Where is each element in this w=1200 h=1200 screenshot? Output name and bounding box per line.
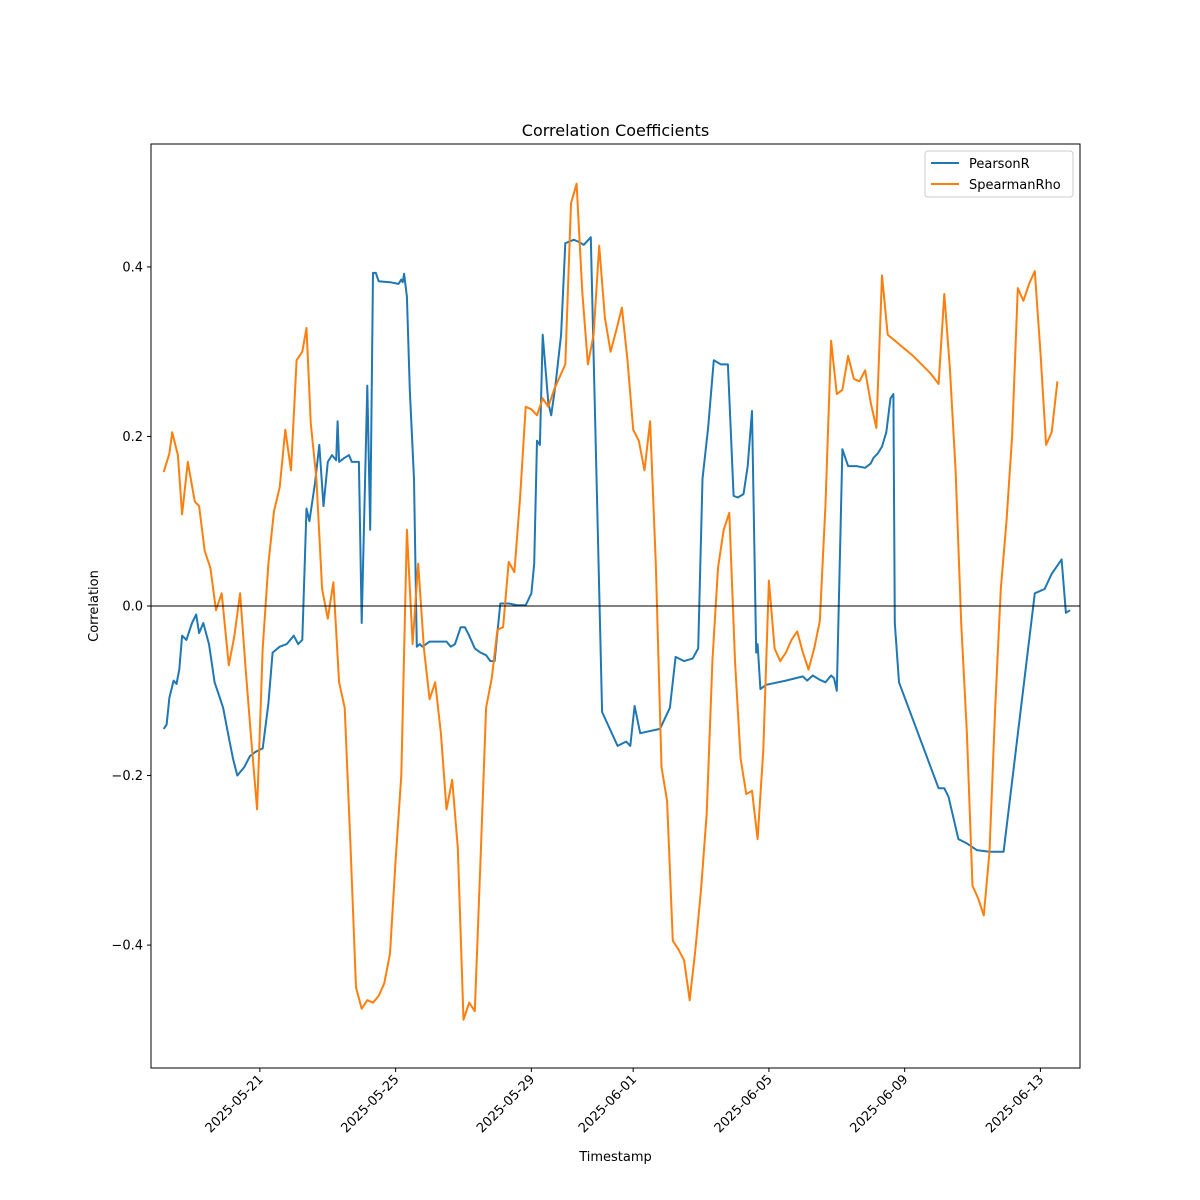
legend: PearsonR SpearmanRho	[924, 150, 1074, 198]
legend-label-pearsonr: PearsonR	[969, 157, 1030, 172]
y-tick-label: 0.4	[122, 260, 143, 275]
series-layer	[162, 182, 1071, 1021]
x-axis-label: Timestamp	[578, 1150, 652, 1165]
series-line-spearmanrho	[162, 182, 1059, 1021]
series-line-pearsonr	[162, 236, 1071, 853]
y-tick-label: 0.2	[122, 430, 143, 445]
y-axis: −0.4 −0.2 0.0 0.2 0.4	[111, 260, 151, 954]
legend-box	[924, 150, 1074, 198]
y-tick-label: −0.2	[111, 769, 143, 784]
chart-title: Correlation Coefficients	[522, 121, 709, 140]
y-axis-label: Correlation	[87, 570, 102, 642]
y-tick-label: −0.4	[111, 939, 143, 954]
legend-label-spearmanrho: SpearmanRho	[969, 178, 1061, 193]
y-tick-label: 0.0	[122, 600, 143, 615]
